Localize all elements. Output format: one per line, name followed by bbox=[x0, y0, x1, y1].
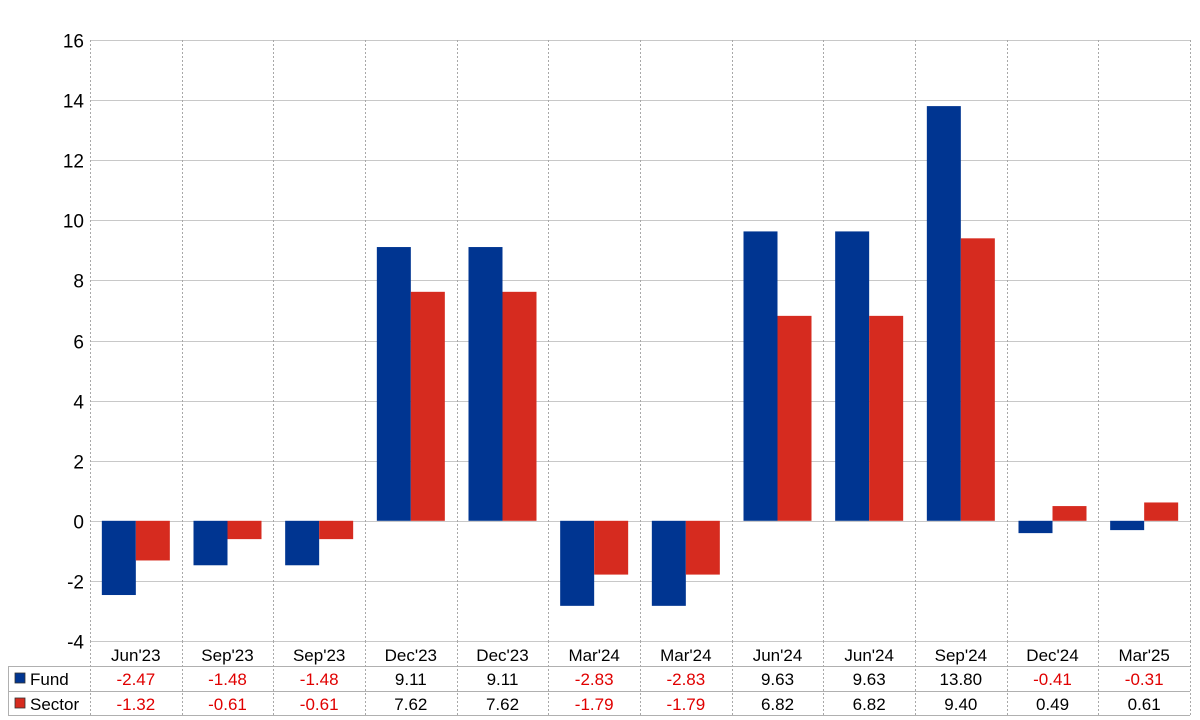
bar-sector bbox=[960, 238, 995, 521]
bar-fund bbox=[285, 520, 320, 566]
legend-swatch-fund bbox=[14, 672, 26, 684]
data-table: Jun'23 Sep'23 Sep'23 Dec'23 Dec'23 Mar'24 Mar'… bbox=[8, 641, 1191, 716]
data-label-sector: -1.79 bbox=[575, 695, 614, 714]
data-label-fund: 9.63 bbox=[853, 670, 886, 689]
bar-sector bbox=[869, 315, 904, 521]
data-label-sector: -0.61 bbox=[208, 695, 247, 714]
y-tick-label: 10 bbox=[63, 212, 84, 233]
bar-fund bbox=[1110, 520, 1145, 531]
bar-fund bbox=[835, 231, 870, 521]
bar-sector bbox=[502, 291, 537, 521]
y-tick-label: 14 bbox=[63, 92, 85, 113]
data-label-fund: -1.48 bbox=[208, 670, 247, 689]
legend-label-fund: Fund bbox=[30, 670, 69, 689]
y-tick-label: 12 bbox=[63, 152, 84, 173]
x-tick-label: Sep'23 bbox=[201, 646, 253, 665]
data-label-fund: 9.63 bbox=[761, 670, 794, 689]
bar-sector bbox=[319, 520, 354, 540]
data-label-sector: -1.32 bbox=[116, 695, 155, 714]
data-label-sector: 6.82 bbox=[853, 695, 886, 714]
data-label-sector: 7.62 bbox=[394, 695, 427, 714]
bar-fund bbox=[743, 231, 778, 521]
legend-swatch-sector bbox=[14, 697, 26, 709]
y-tick-label: 4 bbox=[73, 393, 84, 414]
bar-sector bbox=[594, 520, 629, 575]
y-tick-label: 16 bbox=[63, 32, 84, 53]
data-label-fund: -2.83 bbox=[666, 670, 705, 689]
bar-sector bbox=[777, 315, 812, 521]
data-label-sector: 0.49 bbox=[1036, 695, 1069, 714]
x-tick-label: Mar'24 bbox=[568, 646, 619, 665]
y-tick-label: 0 bbox=[73, 513, 84, 534]
x-tick-label: Dec'24 bbox=[1026, 646, 1078, 665]
bar-sector bbox=[410, 291, 445, 521]
data-label-fund: -2.83 bbox=[575, 670, 614, 689]
data-label-fund: -2.47 bbox=[116, 670, 155, 689]
x-tick-label: Mar'25 bbox=[1118, 646, 1169, 665]
y-axis: 16 14 12 10 8 6 4 2 0 -2 -4 bbox=[63, 32, 85, 654]
x-tick-label: Mar'24 bbox=[660, 646, 711, 665]
bar-fund bbox=[376, 247, 411, 521]
y-tick-label: -4 bbox=[67, 633, 84, 654]
x-tick-label: Jun'24 bbox=[844, 646, 894, 665]
bar-fund bbox=[560, 520, 595, 606]
y-tick-label: 6 bbox=[73, 333, 84, 354]
bar-fund bbox=[926, 106, 961, 521]
x-tick-label: Jun'23 bbox=[111, 646, 161, 665]
data-label-fund: -0.41 bbox=[1033, 670, 1072, 689]
data-label-fund: 9.11 bbox=[395, 670, 427, 689]
bar-sector bbox=[135, 520, 170, 561]
data-label-fund: 9.11 bbox=[487, 670, 519, 689]
x-tick-label: Jun'24 bbox=[753, 646, 803, 665]
data-label-fund: -0.31 bbox=[1125, 670, 1164, 689]
x-tick-label: Dec'23 bbox=[385, 646, 437, 665]
data-label-sector: -0.61 bbox=[300, 695, 339, 714]
data-label-sector: 9.40 bbox=[944, 695, 977, 714]
data-label-sector: 0.61 bbox=[1128, 695, 1161, 714]
bar-sector bbox=[685, 520, 720, 575]
grid-layer bbox=[90, 40, 1191, 642]
bar-fund bbox=[1018, 520, 1053, 534]
x-tick-label: Dec'23 bbox=[476, 646, 528, 665]
bar-sector bbox=[1144, 502, 1179, 521]
legend-label-sector: Sector bbox=[30, 695, 79, 714]
data-label-sector: 7.62 bbox=[486, 695, 519, 714]
data-label-fund: -1.48 bbox=[300, 670, 339, 689]
bar-fund bbox=[651, 520, 686, 606]
bar-fund bbox=[101, 520, 136, 596]
bar-fund bbox=[468, 247, 503, 521]
bar-sector bbox=[227, 520, 262, 540]
x-tick-label: Sep'24 bbox=[935, 646, 987, 665]
data-label-fund: 13.80 bbox=[940, 670, 983, 689]
bar-sector bbox=[1052, 506, 1087, 521]
data-label-sector: 6.82 bbox=[761, 695, 794, 714]
y-tick-label: 2 bbox=[73, 453, 84, 474]
x-tick-label: Sep'23 bbox=[293, 646, 345, 665]
y-tick-label: -2 bbox=[67, 573, 84, 594]
y-tick-label: 8 bbox=[73, 272, 84, 293]
bar-fund bbox=[193, 520, 228, 566]
bars-layer bbox=[101, 106, 1179, 606]
data-label-sector: -1.79 bbox=[666, 695, 705, 714]
